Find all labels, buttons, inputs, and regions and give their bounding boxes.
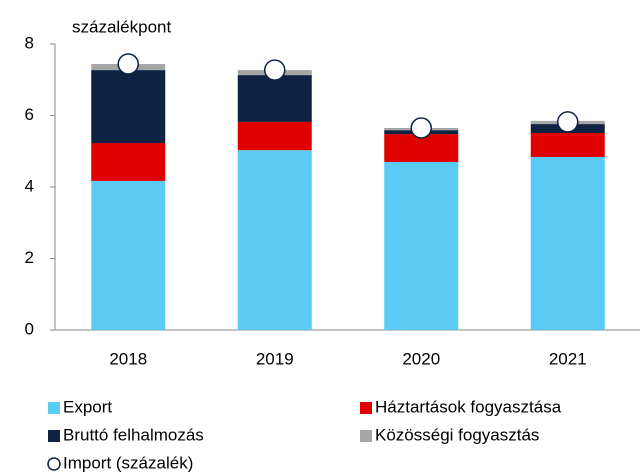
x-tick-label: 2021	[549, 349, 587, 368]
y-tick-label: 6	[25, 105, 34, 124]
marker	[557, 111, 579, 133]
x-tick-label: 2018	[109, 349, 147, 368]
bar-segment	[237, 150, 312, 330]
bar-segment	[530, 133, 605, 157]
bar-segment	[237, 121, 312, 151]
legend-swatch	[360, 402, 372, 414]
x-tick-label: 2020	[402, 349, 440, 368]
legend-marker	[47, 457, 61, 471]
bar-segment	[91, 143, 166, 181]
legend-label: Export	[63, 397, 112, 416]
bar-segment	[91, 70, 166, 144]
x-tick-label: 2019	[256, 349, 294, 368]
legend-swatch	[48, 430, 60, 442]
y-tick-label: 0	[25, 319, 34, 338]
legend-swatch	[360, 430, 372, 442]
legend-label: Közösségi fogyasztás	[375, 425, 539, 444]
marker	[264, 59, 286, 81]
marker	[117, 53, 139, 75]
legend-label: Import (százalék)	[63, 453, 193, 472]
bar-segment	[530, 156, 605, 330]
legend-label: Bruttó felhalmozás	[63, 425, 204, 444]
y-tick-label: 4	[25, 176, 34, 195]
y-tick-label: 2	[25, 248, 34, 267]
bar-segment	[91, 180, 166, 330]
marker	[410, 117, 432, 139]
y-axis-unit: százalékpont	[72, 17, 172, 36]
legend-swatch	[48, 402, 60, 414]
y-tick-label: 8	[25, 33, 34, 52]
bar-segment	[384, 161, 459, 330]
bar-segment	[237, 75, 312, 122]
legend-label: Háztartások fogyasztása	[375, 397, 562, 416]
